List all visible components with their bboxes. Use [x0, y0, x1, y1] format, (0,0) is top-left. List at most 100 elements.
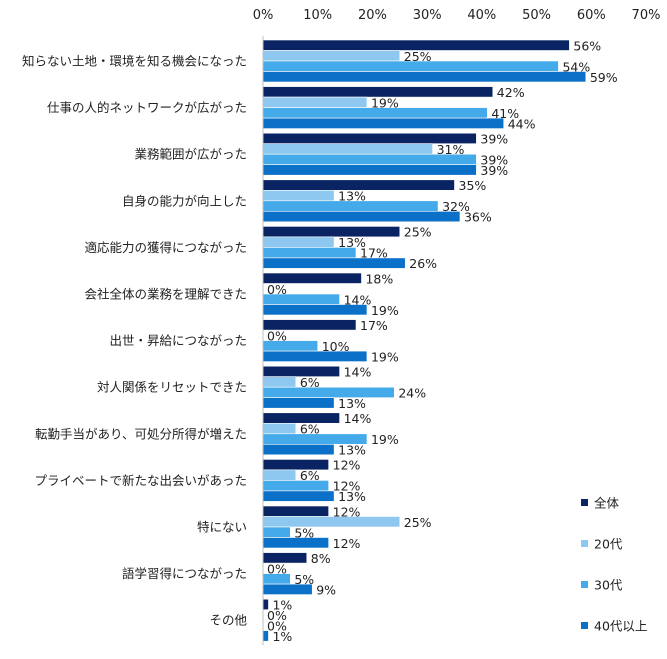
bar [262, 505, 329, 517]
bar [262, 422, 297, 435]
data-label: 13% [338, 235, 366, 250]
legend: 全体 20代 30代 40代以上 [581, 496, 647, 634]
data-label: 12% [333, 504, 361, 519]
data-label: 8% [311, 551, 331, 566]
legend-label: 全体 [594, 496, 620, 511]
data-label: 12% [333, 458, 361, 473]
data-label: 36% [464, 210, 492, 225]
x-axis-ticks: 0% 10% 20% 30% 40% 50% 60% 70% [253, 8, 661, 23]
data-label: 54% [562, 59, 590, 74]
bar [262, 96, 368, 108]
data-label: 0% [267, 561, 287, 576]
data-label: 31% [437, 142, 465, 157]
data-label: 19% [371, 95, 399, 110]
data-label: 0% [267, 608, 287, 623]
category-label: 会社全体の業務を理解できた [84, 287, 247, 302]
data-label: 14% [344, 292, 372, 307]
category-label: 転勤手当があり、可処分所得が増えた [35, 426, 247, 441]
data-label: 6% [300, 375, 320, 390]
data-label: 25% [404, 515, 432, 530]
bar [262, 117, 505, 129]
data-label: 5% [294, 525, 314, 540]
legend-label: 30代 [594, 578, 623, 593]
data-label: 41% [491, 106, 519, 121]
x-tick-label: 30% [413, 8, 442, 23]
bar [262, 397, 335, 409]
bar [262, 50, 401, 62]
data-label: 25% [404, 225, 432, 240]
data-label: 0% [267, 282, 287, 297]
data-label: 59% [590, 70, 618, 85]
data-label: 56% [573, 38, 601, 53]
data-label: 5% [294, 572, 314, 587]
data-label: 35% [459, 178, 487, 193]
category-label: 語学習得につながった [122, 566, 247, 581]
category-label: その他 [209, 613, 247, 628]
category-label: プライベートで新たな出会いがあった [34, 473, 247, 488]
data-label: 0% [267, 328, 287, 343]
legend-label: 20代 [594, 537, 623, 552]
category-label: 仕事の人的ネットワークが広がった [47, 100, 247, 115]
category-label: 自身の能力が向上した [122, 193, 247, 208]
bar [262, 143, 433, 155]
bar [262, 526, 291, 538]
x-tick-label: 70% [632, 8, 661, 23]
category-label: 適応能力の獲得につながった [84, 240, 247, 255]
legend-label: 40代以上 [594, 619, 647, 634]
bar [262, 236, 335, 248]
category-labels: 知らない土地・環境を知る機会になった仕事の人的ネットワークが広がった業務範囲が広… [22, 54, 248, 628]
data-label: 17% [360, 318, 388, 333]
bar [262, 190, 335, 202]
data-label: 0% [267, 618, 287, 633]
legend-swatch [581, 499, 588, 506]
x-tick-label: 50% [522, 8, 551, 23]
data-label: 39% [480, 163, 508, 178]
bar [262, 490, 335, 502]
data-label: 18% [365, 271, 393, 286]
category-label: 出世・昇給につながった [109, 333, 247, 348]
bar [262, 164, 477, 176]
bar [262, 516, 401, 528]
data-label: 19% [371, 349, 399, 364]
category-label: 業務範囲が広がった [134, 147, 247, 162]
category-label: 知らない土地・環境を知る機会になった [22, 54, 247, 69]
legend-swatch [581, 540, 588, 547]
data-label: 39% [480, 131, 508, 146]
data-label: 13% [338, 189, 366, 204]
x-tick-label: 60% [577, 8, 606, 23]
data-label: 1% [272, 597, 292, 612]
bars [262, 39, 587, 642]
data-label: 13% [338, 396, 366, 411]
bar [262, 469, 297, 481]
data-label: 12% [333, 479, 361, 494]
data-label: 6% [300, 422, 320, 437]
bar [262, 376, 297, 388]
data-label: 26% [409, 256, 437, 271]
data-label: 42% [497, 85, 525, 100]
data-label: 9% [316, 582, 336, 597]
category-label: 特にない [197, 520, 247, 535]
x-tick-label: 40% [467, 8, 496, 23]
bar [262, 386, 395, 399]
data-label: 24% [398, 385, 426, 400]
category-label: 対人関係をリセットできた [97, 380, 247, 395]
legend-swatch [581, 622, 588, 629]
data-label: 44% [508, 116, 536, 131]
bar [262, 226, 401, 238]
data-label: 19% [371, 432, 399, 447]
data-label: 12% [333, 536, 361, 551]
bar [262, 350, 368, 362]
data-label: 39% [480, 152, 508, 167]
bar [262, 211, 461, 223]
data-label: 14% [344, 364, 372, 379]
data-label: 32% [442, 199, 470, 214]
data-label: 25% [404, 49, 432, 64]
legend-swatch [581, 581, 588, 588]
data-label: 1% [272, 629, 292, 644]
data-labels: 56%42%39%35%25%18%17%14%14%12%12%8%1%25%… [267, 38, 618, 644]
bar [262, 443, 335, 456]
data-label: 6% [300, 468, 320, 483]
data-label: 19% [371, 303, 399, 318]
data-label: 10% [322, 339, 350, 354]
